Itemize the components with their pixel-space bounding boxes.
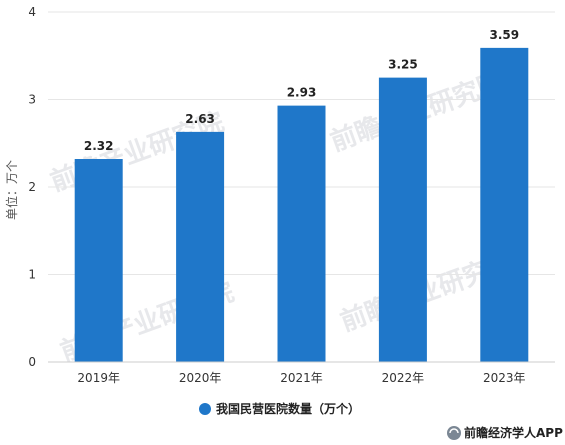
data-label: 2.32 [84,139,114,153]
y-axis-ticks: 0 1 2 3 4 [28,5,36,369]
y-tick-label: 0 [28,355,36,369]
x-tick-label: 2023年 [483,371,526,385]
bar[interactable] [480,47,529,362]
footer-brand: 前瞻经济学人APP [447,425,563,440]
x-tick-label: 2021年 [280,371,323,385]
y-axis-title: 单位：万个 [4,160,19,220]
data-label: 2.93 [287,86,317,100]
x-tick-label: 2019年 [77,371,120,385]
x-tick-label: 2020年 [179,371,222,385]
data-label: 3.59 [489,28,519,42]
x-tick-label: 2022年 [382,371,425,385]
bar[interactable] [378,77,427,362]
data-labels: 2.32 2.63 2.93 3.25 3.59 [84,28,519,153]
legend-marker [199,403,211,415]
bar[interactable] [277,105,326,362]
data-label: 2.63 [185,112,215,126]
y-tick-label: 4 [28,5,36,19]
y-tick-label: 1 [28,268,36,282]
legend[interactable]: 我国民营医院数量（万个） [199,401,360,416]
bars [74,47,529,362]
bar[interactable] [176,131,225,362]
y-tick-label: 2 [28,180,36,194]
legend-label: 我国民营医院数量（万个） [216,401,360,416]
brand-logo-mark [449,428,459,434]
data-label: 3.25 [388,58,418,72]
bar[interactable] [74,159,123,362]
y-tick-label: 3 [28,93,36,107]
brand-logo-icon [447,426,461,440]
footer-brand-text: 前瞻经济学人APP [464,425,563,440]
x-axis-ticks: 2019年 2020年 2021年 2022年 2023年 [77,371,525,385]
